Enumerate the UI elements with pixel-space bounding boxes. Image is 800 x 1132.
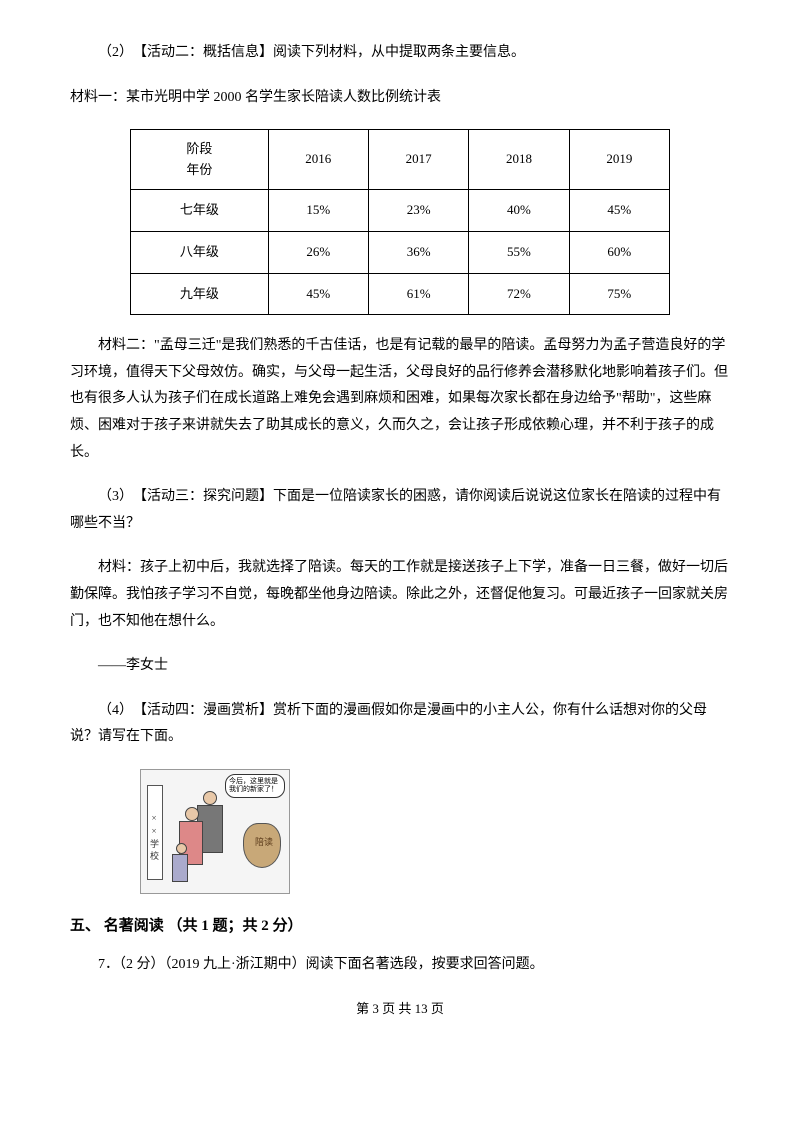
value-cell: 72%	[469, 273, 569, 315]
grade-cell: 八年级	[131, 231, 269, 273]
activity4-heading: （4） 【活动四：漫画赏析】赏析下面的漫画假如你是漫画中的小主人公，你有什么话想…	[70, 698, 730, 751]
father-head-icon	[203, 791, 217, 805]
page-footer: 第 3 页 共 13 页	[70, 997, 730, 1022]
value-cell: 26%	[268, 231, 368, 273]
family-figures	[171, 783, 246, 888]
header-year: 年份	[186, 162, 212, 177]
material2-text: 材料二："孟母三迁"是我们熟悉的千古佳话，也是有记载的最早的陪读。孟母努力为孟子…	[70, 333, 730, 466]
mother-head-icon	[185, 807, 199, 821]
value-cell: 40%	[469, 190, 569, 232]
table-row: 九年级 45% 61% 72% 75%	[131, 273, 670, 315]
value-cell: 55%	[469, 231, 569, 273]
school-sign: ××学校	[147, 785, 163, 880]
activity3-heading: （3） 【活动三：探究问题】下面是一位陪读家长的困惑，请你阅读后说说这位家长在陪…	[70, 484, 730, 537]
value-cell: 45%	[569, 190, 669, 232]
activity2-heading: （2） 【活动二：概括信息】阅读下列材料，从中提取两条主要信息。	[70, 40, 730, 67]
bag-label: 陪读	[255, 834, 273, 851]
activity3-signature: ——李女士	[70, 653, 730, 680]
year-col-3: 2019	[569, 130, 669, 190]
grade-cell: 九年级	[131, 273, 269, 315]
child-head-icon	[176, 843, 187, 854]
material1-title: 材料一：某市光明中学 2000 名学生家长陪读人数比例统计表	[70, 85, 730, 112]
value-cell: 23%	[368, 190, 468, 232]
cartoon-image: ××学校 今后，这里就是我们的新家了！ 陪读	[140, 769, 290, 894]
year-col-0: 2016	[268, 130, 368, 190]
table-row: 八年级 26% 36% 55% 60%	[131, 231, 670, 273]
value-cell: 75%	[569, 273, 669, 315]
value-cell: 60%	[569, 231, 669, 273]
value-cell: 61%	[368, 273, 468, 315]
value-cell: 45%	[268, 273, 368, 315]
child-body-icon	[172, 854, 188, 882]
grade-cell: 七年级	[131, 190, 269, 232]
section5-title: 五、 名著阅读 （共 1 题；共 2 分）	[70, 912, 730, 941]
table-header-row: 阶段 年份 2016 2017 2018 2019	[131, 130, 670, 190]
table-row: 七年级 15% 23% 40% 45%	[131, 190, 670, 232]
year-col-1: 2017	[368, 130, 468, 190]
table-corner-cell: 阶段 年份	[131, 130, 269, 190]
value-cell: 15%	[268, 190, 368, 232]
question-7: 7．（2 分）（2019 九上·浙江期中）阅读下面名著选段，按要求回答问题。	[70, 952, 730, 979]
statistics-table: 阶段 年份 2016 2017 2018 2019 七年级 15% 23% 40…	[130, 129, 670, 315]
year-col-2: 2018	[469, 130, 569, 190]
value-cell: 36%	[368, 231, 468, 273]
activity3-material: 材料：孩子上初中后，我就选择了陪读。每天的工作就是接送孩子上下学，准备一日三餐，…	[70, 555, 730, 635]
header-stage: 阶段	[186, 141, 212, 156]
